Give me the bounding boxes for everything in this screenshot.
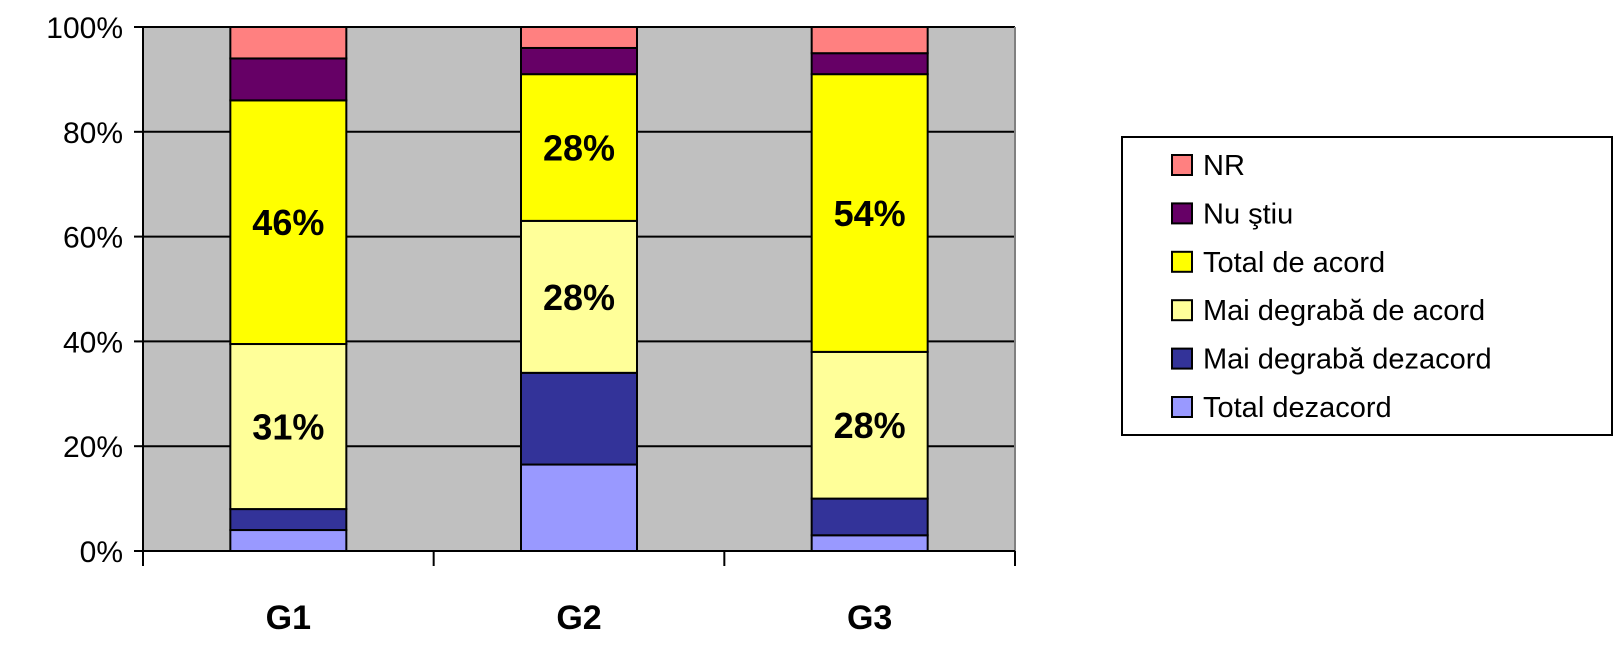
legend-swatch-nr bbox=[1171, 154, 1193, 176]
y-tick-label: 20% bbox=[63, 431, 123, 464]
bar-segment-g1-mai-degraba-dezacord bbox=[229, 508, 348, 532]
y-tick-label: 40% bbox=[63, 326, 123, 359]
bar-segment-g1-total-de-acord bbox=[229, 99, 348, 346]
y-tick-label: 0% bbox=[80, 536, 123, 569]
bar-segment-g1-mai-degraba-de-acord bbox=[229, 343, 348, 511]
bar-segment-g2-nr bbox=[520, 26, 638, 49]
x-category-label: G3 bbox=[847, 599, 892, 637]
data-label: 31% bbox=[252, 407, 324, 448]
legend-swatch-mai-degraba-dezacord bbox=[1171, 347, 1193, 370]
bar-segment-g1-total-dezacord bbox=[229, 529, 348, 552]
bar-segment-g2-mai-degraba-de-acord bbox=[520, 219, 638, 374]
x-category-label: G1 bbox=[266, 599, 311, 637]
legend-swatch-mai-degraba-de-acord bbox=[1171, 299, 1193, 322]
bar-segment-g2-total-de-acord bbox=[520, 73, 638, 222]
data-labels: 31% 46% 28% 28% 28% 54% bbox=[252, 128, 905, 448]
bar-segment-g1-nr bbox=[229, 26, 348, 60]
legend-swatch-total-de-acord bbox=[1171, 250, 1193, 273]
data-label: 28% bbox=[543, 128, 615, 169]
y-tick-label: 60% bbox=[63, 222, 123, 255]
legend-label-nr: NR bbox=[1203, 150, 1245, 182]
bar-segment-g3-mai-degraba-dezacord bbox=[810, 497, 929, 537]
legend-box bbox=[1121, 136, 1613, 436]
legend-label-nu-stiu: Nu ştiu bbox=[1203, 198, 1293, 230]
bars bbox=[229, 26, 929, 553]
bar-segment-g3-mai-degraba-de-acord bbox=[810, 350, 929, 500]
bar-segment-g3-nr bbox=[810, 26, 929, 55]
bar-segment-g3-total-de-acord bbox=[810, 73, 929, 353]
legend-label-total-de-acord: Total de acord bbox=[1203, 247, 1385, 279]
axes: 0% 20% 40% 60% 80% 100% G1 G2 G3 bbox=[46, 12, 1016, 637]
data-label: 28% bbox=[834, 405, 906, 446]
data-label: 28% bbox=[543, 277, 615, 318]
legend-label-mai-degraba-dezacord: Mai degrabă dezacord bbox=[1203, 344, 1492, 376]
legend-swatch-total-dezacord bbox=[1171, 396, 1193, 418]
bar-segment-g2-mai-degraba-dezacord bbox=[520, 371, 638, 466]
legend-label-mai-degraba-de-acord: Mai degrabă de acord bbox=[1203, 295, 1485, 327]
bar-segment-g1-nu-stiu bbox=[229, 57, 348, 102]
bar-segment-g3-nu-stiu bbox=[810, 52, 929, 76]
legend-label-total-dezacord: Total dezacord bbox=[1203, 392, 1392, 424]
data-label: 46% bbox=[252, 202, 324, 243]
bar-segment-g2-nu-stiu bbox=[520, 46, 638, 76]
y-tick-label: 100% bbox=[46, 12, 123, 45]
legend: NR Nu ştiu Total de acord Mai degrabă de ac… bbox=[1121, 136, 1613, 436]
legend-swatch-nu-stiu bbox=[1171, 202, 1193, 225]
bar-segment-g3-total-dezacord bbox=[810, 534, 929, 553]
x-category-label: G2 bbox=[556, 599, 601, 637]
bar-segment-g2-total-dezacord bbox=[520, 463, 638, 553]
y-tick-label: 80% bbox=[63, 117, 123, 150]
data-label: 54% bbox=[834, 193, 906, 234]
